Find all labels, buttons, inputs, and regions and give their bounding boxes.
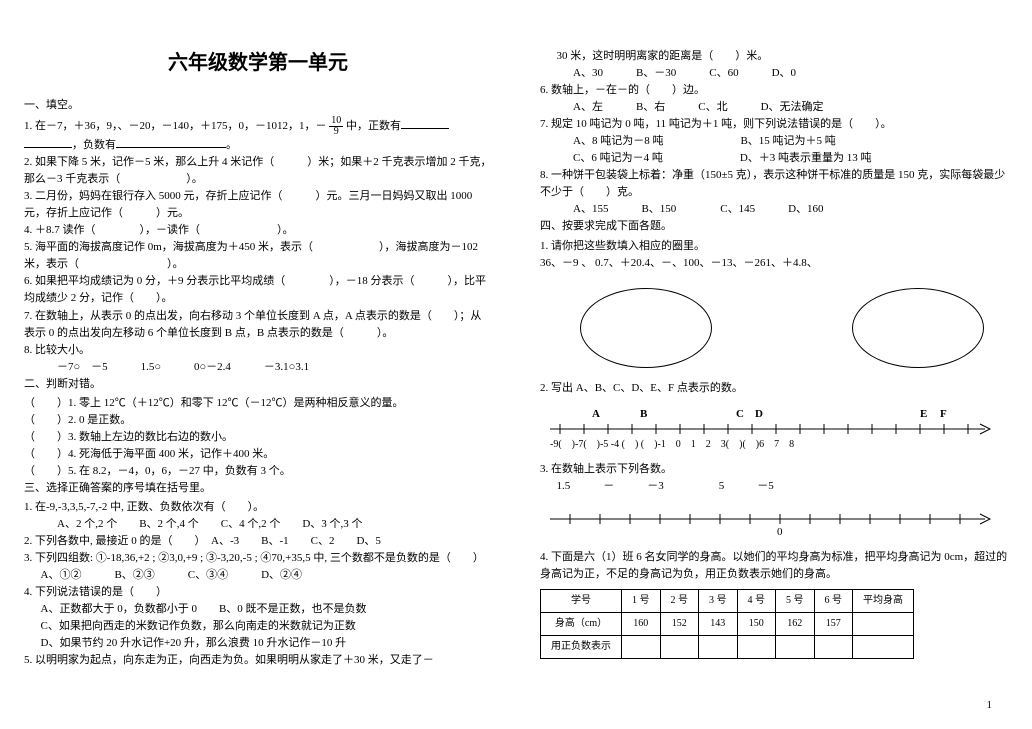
- r1-7: [853, 612, 914, 635]
- svg-text:F: F: [940, 408, 947, 420]
- q1-1-b: 中，正数有: [346, 120, 401, 132]
- r2-2: [660, 635, 699, 658]
- q1-5: 5. 海平面的海拔高度记作 0m，海拔高度为＋450 米，表示（ ），海拔高度为…: [24, 239, 492, 273]
- r2-5: [776, 635, 815, 658]
- r1-label: 身高（cm）: [541, 612, 622, 635]
- svg-text:-9( )-7( )-5 -4 ( ) ( )-1 0 1: -9( )-7( )-5 -4 ( ) ( )-1 0 1 2 3( )( )6…: [550, 439, 794, 449]
- blank: [401, 118, 449, 129]
- th-1: 1 号: [622, 589, 661, 612]
- r2-label: 用正负数表示: [541, 635, 622, 658]
- q1-1c: ，负数有 。: [24, 137, 492, 154]
- numberline-1: A B C D E F -9( ): [540, 407, 1008, 449]
- table-row-height: 身高（cm） 160 152 143 150 162 157: [541, 612, 914, 635]
- q1-1: 1. 在－7，＋36，9，、－20，－140，＋175，0，－1012，1，－ …: [24, 116, 492, 137]
- left-column: 六年级数学第一单元 一、填空。 1. 在－7，＋36，9，、－20，－140，＋…: [0, 0, 516, 729]
- r2-4: [737, 635, 776, 658]
- r1-5: 162: [776, 612, 815, 635]
- q1-3: 3. 二月份，妈妈在银行存入 5000 元，存折上应记作（ ）元。三月一日妈妈又…: [24, 188, 492, 222]
- r-q8-opts: A、155 B、150 C、145 D、160: [573, 201, 1008, 218]
- q3-4-b: C、如果把向西走的米数记作负数，那么向南走的米数就记为正数: [41, 618, 493, 635]
- r-q4-4: 4. 下面是六（1）班 6 名女同学的身高。以她们的平均身高为标准，把平均身高记…: [540, 549, 1008, 583]
- section-2-title: 二、判断对错。: [24, 376, 492, 393]
- q3-5: 5. 以明明家为起点，向东走为正，向西走为负。如果明明从家走了＋30 米，又走了…: [24, 652, 492, 669]
- right-column: 30 米，这时明明离家的距离是（ ）米。 A、30 B、－30 C、60 D、0…: [516, 0, 1032, 729]
- r1-4: 150: [737, 612, 776, 635]
- r-q4-1: 1. 请你把这些数填入相应的圈里。: [540, 238, 1008, 255]
- th-5: 5 号: [776, 589, 815, 612]
- r-q5-opts: A、30 B、－30 C、60 D、0: [573, 65, 1008, 82]
- q3-2: 2. 下列各数中, 最接近 0 的是（ ） A、-3 B、-1 C、2 D、5: [24, 533, 492, 550]
- q2-5: （ ）5. 在 8.2，－4，0，6，－27 中，负数有 3 个。: [24, 463, 492, 480]
- q3-3: 3. 下列四组数: ①-18,36,+2 ; ②3,0,+9 ; ③-3,20,…: [24, 550, 492, 567]
- svg-text:E: E: [920, 408, 927, 420]
- page-number: 1: [987, 699, 993, 711]
- q1-8: 8. 比较大小。: [24, 342, 492, 359]
- q1-2: 2. 如果下降 5 米，记作－5 米，那么上升 4 米记作（ ）米；如果＋2 千…: [24, 154, 492, 188]
- r2-7: [853, 635, 914, 658]
- th-3: 3 号: [699, 589, 738, 612]
- svg-text:0: 0: [777, 526, 783, 537]
- th-id: 学号: [541, 589, 622, 612]
- th-2: 2 号: [660, 589, 699, 612]
- r1-3: 143: [699, 612, 738, 635]
- q2-1: （ ）1. 零上 12℃（＋12℃）和零下 12℃（－12℃）是两种相反意义的量…: [24, 395, 492, 412]
- r-q7a: A、8 吨记为－8 吨 B、15 吨记为＋5 吨: [573, 133, 1008, 150]
- svg-text:A: A: [592, 408, 600, 420]
- q1-1c-text: ，负数有: [72, 139, 116, 151]
- th-6: 6 号: [814, 589, 853, 612]
- q1-6: 6. 如果把平均成绩记为 0 分，＋9 分表示比平均成绩（ ），－18 分表示（…: [24, 273, 492, 307]
- r1-1: 160: [622, 612, 661, 635]
- r2-6: [814, 635, 853, 658]
- q1-1d: 。: [226, 139, 237, 151]
- r1-6: 157: [814, 612, 853, 635]
- r1-2: 152: [660, 612, 699, 635]
- r-q4-3a: 1.5 － －3 5 －5: [557, 478, 1009, 495]
- blank: [116, 137, 226, 148]
- r-q4-1a: 36、－9 、 0.7、＋20.4、－、100、－13、－261、＋4.8、: [540, 255, 1008, 272]
- fraction: 109: [329, 116, 343, 137]
- svg-text:C: C: [736, 408, 744, 420]
- circles-row: [580, 288, 1008, 368]
- r-q7: 7. 规定 10 吨记为 0 吨，11 吨记为＋1 吨，则下列说法错误的是（ ）…: [540, 116, 1008, 133]
- r2-3: [699, 635, 738, 658]
- r-q6: 6. 数轴上，－在－的（ ）边。: [540, 82, 1008, 99]
- r-q4-3: 3. 在数轴上表示下列各数。: [540, 461, 1008, 478]
- q1-4: 4. ＋8.7 读作（ ），－读作（ ）。: [24, 222, 492, 239]
- circle-right: [852, 288, 984, 368]
- q1-7: 7. 在数轴上，从表示 0 的点出发，向右移动 3 个单位长度到 A 点，A 点…: [24, 308, 492, 342]
- q3-4-a: A、正数都大于 0，负数都小于 0 B、0 既不是正数，也不是负数: [41, 601, 493, 618]
- table-row-head: 学号 1 号 2 号 3 号 4 号 5 号 6 号 平均身高: [541, 589, 914, 612]
- table-row-signed: 用正负数表示: [541, 635, 914, 658]
- q1-8-opts: －7○ －5 1.5○ 0○－2.4 －3.1○3.1: [57, 359, 492, 376]
- r2-1: [622, 635, 661, 658]
- frac-den: 9: [329, 127, 343, 137]
- th-4: 4 号: [737, 589, 776, 612]
- section-3-title: 三、选择正确答案的序号填在括号里。: [24, 480, 492, 497]
- section-4-title: 四、按要求完成下面各题。: [540, 218, 1008, 235]
- q3-1-opts: A、2 个,2 个 B、2 个,4 个 C、4 个,2 个 D、3 个,3 个: [57, 516, 492, 533]
- q2-3: （ ）3. 数轴上左边的数比右边的数小。: [24, 429, 492, 446]
- r-q5b: 30 米，这时明明离家的距离是（ ）米。: [557, 48, 1009, 65]
- circle-left: [580, 288, 712, 368]
- q1-1-a: 1. 在－7，＋36，9，、－20，－140，＋175，0，－1012，1，－: [24, 120, 327, 132]
- page-title: 六年级数学第一单元: [24, 48, 492, 79]
- svg-text:B: B: [640, 408, 648, 420]
- r-q7b: C、6 吨记为－4 吨 D、＋3 吨表示重量为 13 吨: [573, 150, 1008, 167]
- height-table: 学号 1 号 2 号 3 号 4 号 5 号 6 号 平均身高 身高（cm） 1…: [540, 589, 914, 659]
- q3-1: 1. 在-9,-3,3,5,-7,-2 中, 正数、负数依次有（ ）。: [24, 499, 492, 516]
- th-avg: 平均身高: [853, 589, 914, 612]
- r-q8: 8. 一种饼干包装袋上标着：净重（150±5 克），表示这种饼干标准的质量是 1…: [540, 167, 1008, 201]
- q2-4: （ ）4. 死海低于海平面 400 米，记作＋400 米。: [24, 446, 492, 463]
- q3-4-c: D、如果节约 20 升水记作+20 升，那么浪费 10 升水记作－10 升: [41, 635, 493, 652]
- blank: [24, 137, 72, 148]
- q3-4: 4. 下列说法错误的是（ ）: [24, 584, 492, 601]
- numberline-2: 0: [540, 505, 1008, 537]
- q3-3-opts: A、①② B、②③ C、③④ D、②④: [41, 567, 493, 584]
- q2-2: （ ）2. 0 是正数。: [24, 412, 492, 429]
- svg-text:D: D: [755, 408, 763, 420]
- r-q6-opts: A、左 B、右 C、北 D、无法确定: [573, 99, 1008, 116]
- section-1-title: 一、填空。: [24, 97, 492, 114]
- r-q4-2: 2. 写出 A、B、C、D、E、F 点表示的数。: [540, 380, 1008, 397]
